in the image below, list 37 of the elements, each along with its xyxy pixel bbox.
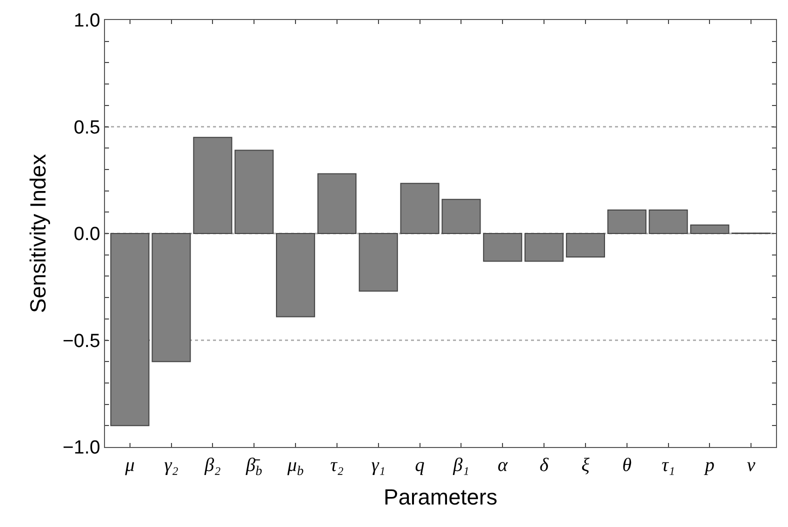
- bar: [566, 233, 606, 258]
- bar: [607, 210, 646, 234]
- x-tick-label: β̄$_{b}$: [245, 454, 263, 478]
- x-tick-label: β₂: [204, 454, 222, 476]
- x-tick-label: θ: [622, 454, 632, 476]
- x-tick-label: γ₁: [371, 454, 386, 476]
- bar: [358, 233, 398, 292]
- x-tick-label: γ₂: [164, 454, 179, 476]
- bar: [483, 233, 522, 262]
- y-tick-label: 1.0: [74, 10, 100, 32]
- bar: [317, 173, 356, 234]
- bar: [442, 198, 481, 234]
- y-axis-title: Sensitivity Index: [25, 154, 50, 313]
- y-tick-label: 0.0: [74, 224, 100, 246]
- x-tick-label: p: [702, 454, 714, 476]
- x-tick-label: τ₁: [662, 454, 676, 476]
- bar: [690, 224, 730, 234]
- x-tick-label: ν: [746, 454, 756, 476]
- x-tick-label: β₁: [452, 454, 470, 476]
- x-tick-label: ξ: [581, 454, 590, 476]
- x-tick-label: α: [498, 454, 509, 476]
- x-tick-label: q: [415, 454, 426, 476]
- bar: [524, 233, 564, 262]
- bar: [193, 136, 232, 234]
- bar: [234, 150, 274, 234]
- bar: [400, 182, 440, 234]
- x-axis-title: Parameters: [384, 484, 498, 510]
- x-tick-label: δ: [540, 454, 550, 476]
- y-tick-label: 0.5: [74, 117, 100, 138]
- bar: [648, 210, 688, 234]
- y-tick-label: −0.5: [62, 330, 100, 352]
- bar: [152, 233, 191, 362]
- x-tick-label: μ: [124, 454, 135, 476]
- bar: [276, 233, 316, 318]
- y-tick-label: −1.0: [62, 438, 100, 459]
- x-tick-label: τ₂: [330, 454, 344, 476]
- x-tick-label: μ$_{b}$: [286, 454, 304, 478]
